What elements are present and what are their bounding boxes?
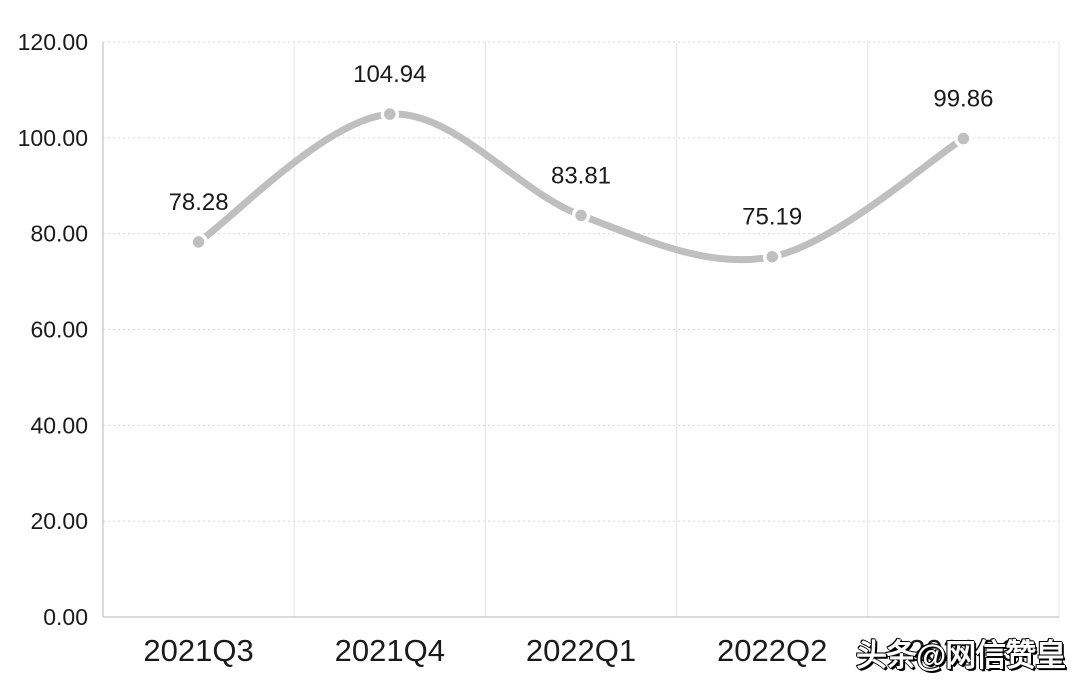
y-axis-tick-label: 120.00 <box>18 29 88 55</box>
data-point-label: 104.94 <box>353 61 426 88</box>
y-axis-tick-label: 0.00 <box>43 604 88 630</box>
y-axis-tick-label: 20.00 <box>30 508 88 534</box>
data-point-marker <box>571 206 591 225</box>
x-axis-category-label: 2022Q1 <box>526 633 636 668</box>
data-point-marker <box>954 129 973 148</box>
x-axis-category-label: 2022Q3 <box>908 633 1018 668</box>
y-axis-tick-label: 40.00 <box>30 412 88 438</box>
x-axis-category-label: 2021Q4 <box>335 633 445 668</box>
data-point-label: 99.86 <box>933 86 993 113</box>
data-point-label: 75.19 <box>742 204 802 231</box>
data-point-label: 83.81 <box>551 162 611 189</box>
data-point-marker <box>380 104 400 124</box>
data-point-marker <box>762 247 782 266</box>
y-axis-tick-label: 100.00 <box>18 125 88 151</box>
x-axis-category-label: 2021Q3 <box>143 633 253 668</box>
data-point-label: 78.28 <box>169 189 229 216</box>
x-axis-category-label: 2022Q2 <box>717 633 827 668</box>
y-axis-tick-label: 60.00 <box>30 317 88 343</box>
data-point-marker <box>189 232 208 252</box>
y-axis-tick-label: 80.00 <box>30 221 88 247</box>
